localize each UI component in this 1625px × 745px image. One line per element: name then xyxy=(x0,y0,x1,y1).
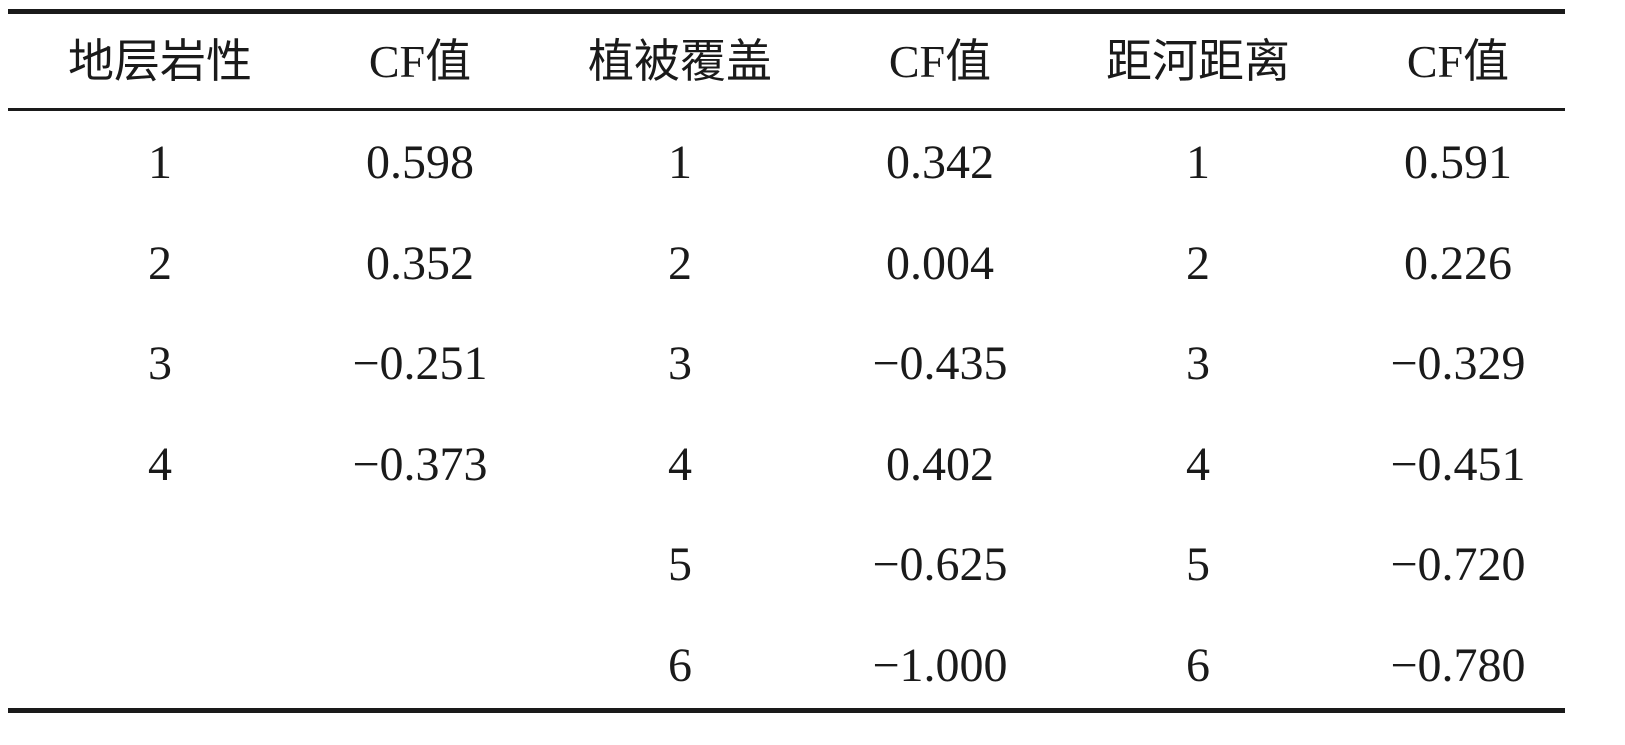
table-cell: 0.591 xyxy=(1404,136,1512,189)
table-cell: 6 xyxy=(1186,638,1210,692)
table-cell: −0.373 xyxy=(352,437,488,491)
table-cell: 0.226 xyxy=(1404,236,1512,290)
header-rule xyxy=(8,108,1565,111)
table-cell: 4 xyxy=(1186,437,1210,491)
table-cell: 4 xyxy=(668,437,692,491)
table-cell: 3 xyxy=(1186,337,1210,390)
table-cell: −0.329 xyxy=(1390,337,1526,390)
table-cell: −0.720 xyxy=(1390,538,1526,591)
table-cell: 0.598 xyxy=(366,136,474,189)
header-cell: 植被覆盖 xyxy=(588,36,772,87)
table-cell: −1.000 xyxy=(872,638,1008,692)
table-cell: 5 xyxy=(668,538,692,591)
table-cell: 5 xyxy=(1186,538,1210,591)
table-cell: 4 xyxy=(148,437,172,491)
header-cell: 地层岩性 xyxy=(68,36,252,87)
table-cell: 6 xyxy=(668,638,692,692)
table-cell: −0.780 xyxy=(1390,638,1526,692)
header-cell: CF值 xyxy=(888,36,992,87)
table-cell: 3 xyxy=(148,337,172,390)
header-cell: CF值 xyxy=(368,36,472,87)
table-cell: 1 xyxy=(668,136,692,189)
table-cell: 2 xyxy=(668,236,692,290)
table-cell: 2 xyxy=(148,236,172,290)
table-cell: −0.435 xyxy=(872,337,1008,390)
table-cell: 0.004 xyxy=(886,236,994,290)
table-cell: 0.352 xyxy=(366,236,474,290)
top-rule xyxy=(8,9,1565,14)
table-cell: 2 xyxy=(1186,236,1210,290)
table-cell: 0.402 xyxy=(886,437,994,491)
table-cell: −0.251 xyxy=(352,337,488,390)
table-cell: 1 xyxy=(148,136,172,189)
bottom-rule xyxy=(8,708,1565,713)
table-cell: 3 xyxy=(668,337,692,390)
table-cell: −0.451 xyxy=(1390,437,1526,491)
header-cell: 距河距离 xyxy=(1106,36,1290,87)
header-cell: CF值 xyxy=(1406,36,1510,87)
table-cell: 0.342 xyxy=(886,136,994,189)
table-cell: −0.625 xyxy=(872,538,1008,591)
table-cell: 1 xyxy=(1186,136,1210,189)
